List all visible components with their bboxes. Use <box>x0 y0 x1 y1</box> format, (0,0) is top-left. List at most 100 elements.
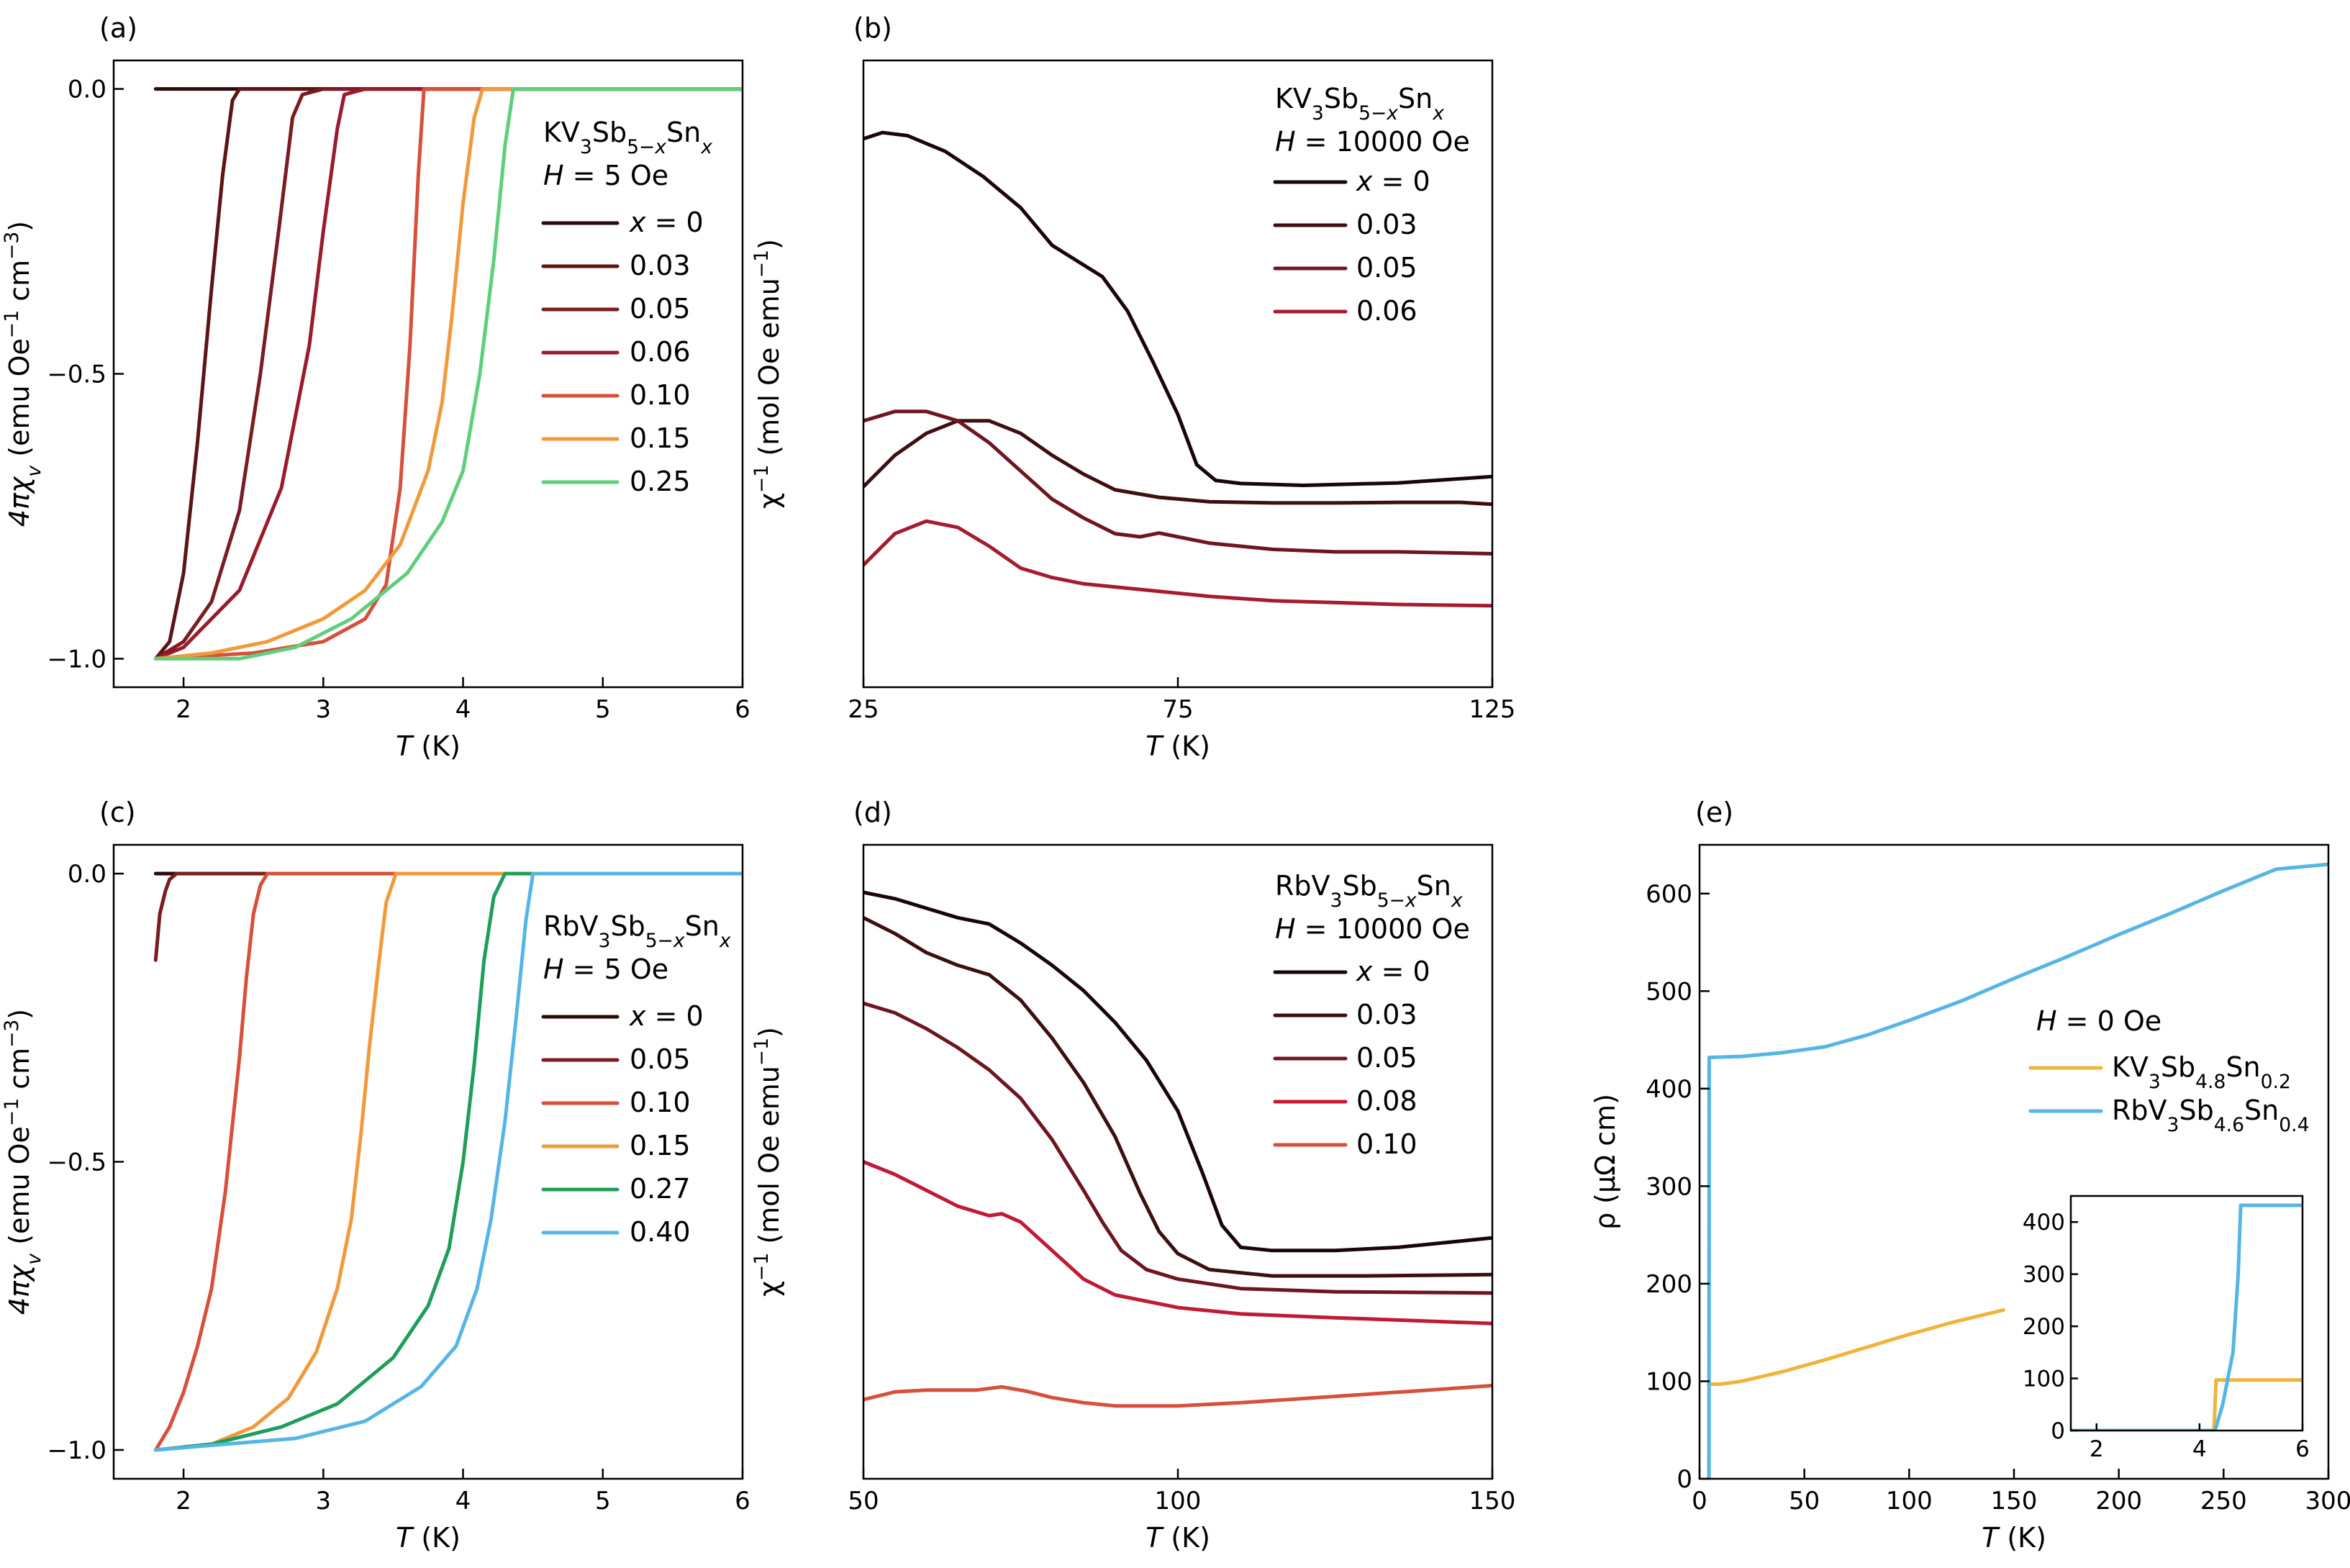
legend-entry-label: 0.08 <box>1356 1085 1417 1117</box>
x-label-symbol: T <box>396 1522 414 1554</box>
inset-y-tick-label: 200 <box>2023 1314 2065 1340</box>
legend-title-run: RbV <box>543 910 599 942</box>
series-line-3 <box>863 1001 1492 1295</box>
y-tick-label: 500 <box>1646 977 1692 1006</box>
x-tick-label: 4 <box>455 695 471 724</box>
x-label-units: (K) <box>1998 1522 2046 1554</box>
inset-x-tick-label: 6 <box>2295 1436 2310 1462</box>
x-tick-label: 25 <box>848 695 879 724</box>
x-tick-label: 150 <box>1469 1487 1516 1515</box>
legend-title-run: KV <box>2112 1051 2149 1083</box>
y-tick-label: 0.0 <box>68 76 106 104</box>
x-axis-label: T (K) <box>396 730 461 762</box>
legend-title-run: 4.6 <box>2214 1114 2244 1136</box>
x-tick-label: 3 <box>316 1487 332 1515</box>
series-line-5 <box>863 1384 1492 1408</box>
y-label-sup: −1 <box>750 250 773 278</box>
plot-frame <box>1698 843 2330 1480</box>
inset-y-tick-label: 400 <box>2023 1210 2065 1236</box>
legend-entry-label: RbV3Sb4.6Sn0.4 <box>2112 1095 2310 1136</box>
legend-title-run: Sn <box>2244 1095 2279 1126</box>
series-group <box>153 87 743 661</box>
legend-title-run: 3 <box>1330 889 1343 912</box>
x-axis-label: T (K) <box>1982 1522 2046 1554</box>
inset-plot: 2 4 6 0 100 200 300 400 <box>2023 1195 2310 1462</box>
legend-title: H = 10000 Oe <box>1275 913 1470 945</box>
x-tick-label: 2 <box>176 1487 191 1515</box>
legend-title-run: Sb <box>1342 870 1376 902</box>
y-tick-label: 100 <box>1646 1367 1692 1396</box>
legend-entry-label: 0.06 <box>1356 295 1417 327</box>
legend-title-run: KV <box>543 117 580 148</box>
legend-title-run: x <box>1451 889 1463 912</box>
inset-x-tick-label: 4 <box>2192 1436 2207 1462</box>
x-tick-label: 5 <box>595 1487 611 1515</box>
x-tick-label: 50 <box>848 1487 879 1515</box>
y-tick-label: 200 <box>1646 1270 1692 1299</box>
inset-series-group <box>2071 1203 2303 1431</box>
legend-title-run: x <box>1386 102 1398 124</box>
legend-title-run: H <box>1275 126 1296 158</box>
x-label-units: (K) <box>412 730 461 762</box>
legend-title-run: 0.4 <box>2279 1114 2309 1136</box>
series-line-7 <box>153 87 743 661</box>
legend-entry-label: 0.05 <box>1356 1042 1417 1074</box>
legend-title-run: H <box>543 953 564 985</box>
series-line-4 <box>153 87 743 661</box>
inset-series-line-2 <box>2071 1203 2303 1431</box>
y-label-sup: −1 <box>1 310 23 338</box>
legend-title-run: x <box>1432 102 1444 124</box>
y-label-symbol: ρ (μΩ cm) <box>1589 1094 1621 1230</box>
y-tick-label: 0.0 <box>68 860 106 889</box>
legend-entry-label: 0.10 <box>1356 1128 1417 1160</box>
legend-title: H = 5 Oe <box>543 160 668 191</box>
legend-title-run: KV <box>1275 83 1312 114</box>
y-axis-label: 4πχv (emu Oe−1 cm−3) <box>1 1009 45 1315</box>
x-tick-label: 5 <box>595 695 611 724</box>
legend-entry-label: 0.03 <box>630 250 691 281</box>
x-tick-label: 50 <box>1789 1487 1820 1515</box>
x-label-symbol: T <box>396 730 414 762</box>
y-label-sup: −1 <box>1 1098 23 1126</box>
x-label-symbol: T <box>1145 730 1164 762</box>
legend-title: RbV3Sb5−xSnx <box>1275 870 1463 912</box>
y-label-units: ) <box>4 1009 35 1020</box>
legend-title-run: 5− <box>1377 889 1405 912</box>
legend-title-run: Sb <box>592 117 627 148</box>
x-tick-label: 150 <box>1991 1487 2038 1515</box>
legend-value: = 0 <box>646 1000 704 1032</box>
y-axis-label: χ−1 (mol Oe emu−1) <box>750 1027 786 1297</box>
legend-value: = 0 <box>1373 956 1430 987</box>
inset-frame <box>2069 1195 2304 1432</box>
y-label-units: (mol Oe emu <box>753 278 785 465</box>
series-line-4 <box>863 1160 1492 1325</box>
legend-title-run: = 10000 Oe <box>1296 913 1470 945</box>
y-tick-label: 0 <box>1677 1465 1692 1494</box>
x-tick-label: 125 <box>1469 695 1516 724</box>
y-label-symbol: 4πχ <box>4 476 35 527</box>
series-line-1 <box>1707 1308 2005 1386</box>
legend-title-run: = 0 Oe <box>2057 1005 2162 1037</box>
y-label-units: ) <box>753 1027 785 1038</box>
y-tick-label: 300 <box>1646 1172 1692 1201</box>
x-tick-label: 6 <box>735 1487 750 1515</box>
x-tick-label: 250 <box>2200 1487 2247 1515</box>
legend-title-run: = 5 Oe <box>564 160 669 191</box>
y-label-units: cm <box>4 260 35 310</box>
legend-entry-label: 0.15 <box>630 422 691 454</box>
legend-entry-label: 0.06 <box>630 336 691 368</box>
series-line-1 <box>863 890 1492 1253</box>
legend-title: KV3Sb5−xSnx <box>1275 83 1444 124</box>
panel-label: (c) <box>99 797 136 828</box>
panel-label: (e) <box>1695 797 1733 828</box>
inset-y-tick-label: 300 <box>2023 1262 2065 1288</box>
legend-title-run: x <box>700 136 712 158</box>
legend-title-run: 3 <box>2149 1071 2161 1093</box>
legend-title-run: H <box>1275 913 1296 945</box>
series-line-3 <box>863 409 1492 556</box>
panel-label: (d) <box>853 797 892 828</box>
x-tick-label: 100 <box>1155 1487 1202 1515</box>
